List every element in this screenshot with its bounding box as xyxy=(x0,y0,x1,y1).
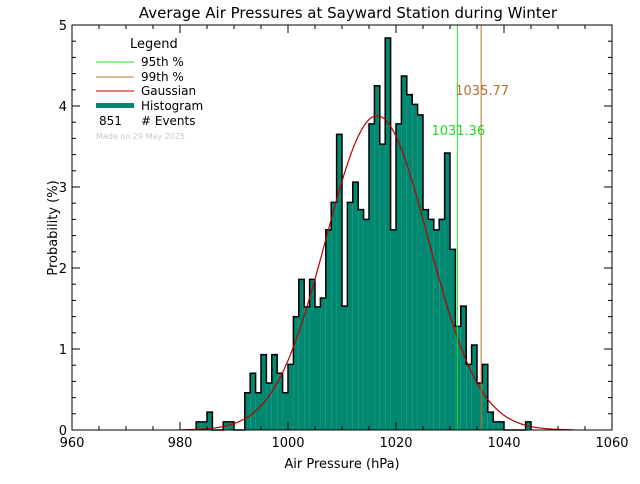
y-tick-label: 5 xyxy=(59,19,67,34)
histogram-bar xyxy=(498,421,504,430)
histogram-bar xyxy=(385,37,391,431)
percentile-label-95th: 1031.36 xyxy=(431,124,485,139)
histogram-bar xyxy=(250,373,256,430)
histogram-bar xyxy=(347,202,353,430)
histogram-bar xyxy=(315,306,321,430)
gaussian-curve xyxy=(180,115,575,431)
histogram-bar xyxy=(363,219,369,430)
histogram-bar xyxy=(493,421,499,430)
histogram-bar xyxy=(482,364,488,430)
legend-label-gaussian: Gaussian xyxy=(141,84,196,98)
histogram-bar xyxy=(358,209,364,430)
x-tick-label: 980 xyxy=(168,436,193,451)
made-on-footer: Made on 29 May 2025 xyxy=(96,132,185,141)
histogram-bar xyxy=(444,152,450,431)
histogram-bar xyxy=(325,229,332,430)
y-tick-label: 2 xyxy=(59,262,67,277)
x-tick-label: 960 xyxy=(60,436,85,451)
histogram-bar xyxy=(261,354,267,430)
histogram-bar xyxy=(342,306,348,430)
legend-label-95th: 95th % xyxy=(141,55,184,69)
histogram-bar xyxy=(390,229,396,430)
events-count: 851 xyxy=(99,114,122,128)
percentile-label-99th: 1035.77 xyxy=(455,84,509,99)
histogram-bar xyxy=(487,412,494,430)
histogram-bar xyxy=(282,392,288,430)
histogram-bar xyxy=(423,209,429,430)
histogram-bar xyxy=(396,123,402,430)
y-tick-label: 1 xyxy=(59,343,67,358)
histogram-bar xyxy=(298,279,305,430)
histogram-bar xyxy=(207,412,213,430)
histogram-bar xyxy=(196,421,202,430)
histogram-bar xyxy=(471,344,477,430)
y-axis-label: Probability (%) xyxy=(46,180,61,275)
chart-title: Average Air Pressures at Sayward Station… xyxy=(139,4,558,22)
legend-label-99th: 99th % xyxy=(141,70,184,84)
histogram-bar xyxy=(428,219,434,430)
x-tick-label: 1060 xyxy=(595,436,628,451)
x-tick-label: 1040 xyxy=(487,436,520,451)
histogram-bar xyxy=(374,85,380,430)
histogram-bar xyxy=(255,392,261,430)
legend-label-histogram: Histogram xyxy=(141,99,203,113)
histogram-bar xyxy=(477,383,483,430)
histogram-bar xyxy=(271,354,278,430)
histogram-bar xyxy=(352,182,359,430)
histogram-bar xyxy=(466,364,472,430)
x-axis-label: Air Pressure (hPa) xyxy=(284,457,399,472)
histogram-bar xyxy=(336,134,342,430)
x-tick-label: 1000 xyxy=(271,436,304,451)
histogram-bar xyxy=(379,144,386,430)
histogram-bar xyxy=(460,306,467,430)
legend: Legend 95th % 99th % Gaussian Histogram … xyxy=(96,37,203,141)
y-tick-label: 3 xyxy=(59,181,67,196)
legend-swatch-histogram xyxy=(96,103,134,108)
y-tick-label: 4 xyxy=(59,100,67,115)
x-tick-label: 1020 xyxy=(379,436,412,451)
legend-title: Legend xyxy=(130,37,178,52)
histogram-bar xyxy=(439,219,445,430)
histogram-bar xyxy=(331,202,337,430)
histogram-bar xyxy=(320,297,326,430)
histogram-bar xyxy=(433,229,440,430)
histogram-bar xyxy=(369,123,375,430)
histogram-bar xyxy=(201,421,207,430)
histogram-outline xyxy=(195,37,532,431)
histogram-bar xyxy=(277,373,283,430)
histogram-bar xyxy=(450,249,456,430)
histogram-bar xyxy=(293,316,299,430)
histogram-bar xyxy=(266,383,272,430)
histogram-bar xyxy=(455,326,461,430)
histogram-bar xyxy=(244,392,251,430)
histogram-bar xyxy=(412,104,418,430)
histogram-bar xyxy=(309,279,315,430)
histogram-bar xyxy=(406,94,413,430)
events-label: # Events xyxy=(141,114,196,128)
y-tick-label: 0 xyxy=(59,424,67,439)
histogram-bar xyxy=(401,76,407,430)
histogram-bar xyxy=(417,114,423,430)
histogram-bar xyxy=(288,364,294,430)
histogram-bar xyxy=(228,421,234,430)
histogram-bar xyxy=(304,306,310,430)
